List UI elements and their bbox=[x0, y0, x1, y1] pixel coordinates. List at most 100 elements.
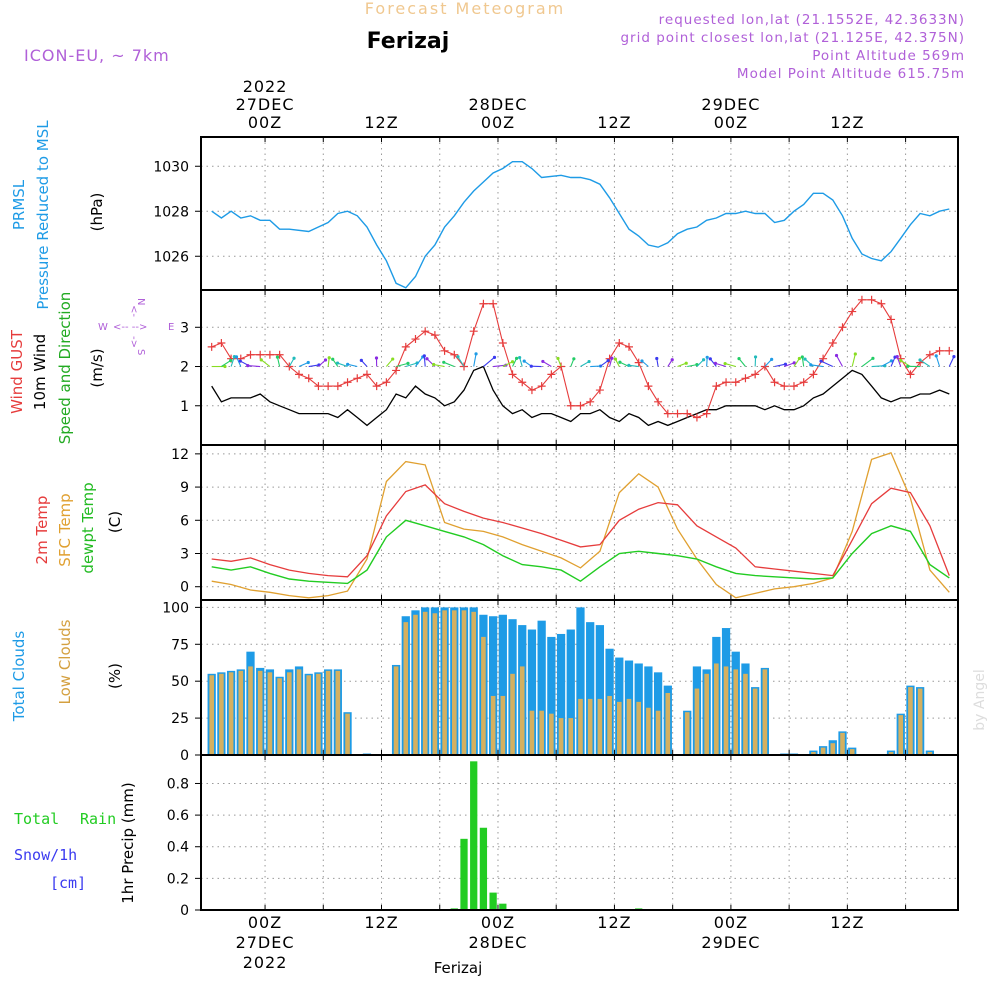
wind-arrow-head bbox=[934, 354, 938, 358]
gust-marker bbox=[207, 342, 216, 351]
gust-marker bbox=[673, 409, 682, 418]
wind-arrow-head bbox=[670, 358, 674, 362]
wind-arrow bbox=[890, 356, 896, 367]
wind-arrow bbox=[235, 356, 242, 367]
wind-arrow-head bbox=[684, 361, 688, 365]
wind-arrow bbox=[405, 362, 418, 368]
wind-arrow bbox=[385, 358, 394, 367]
wind-arrow-head bbox=[800, 355, 804, 359]
gust-marker bbox=[479, 299, 488, 308]
top-day-label: 29DEC bbox=[701, 95, 760, 114]
low-cloud-bar bbox=[316, 673, 321, 755]
top-day-label: 27DEC bbox=[236, 95, 295, 114]
wind-arrow-head bbox=[572, 357, 576, 361]
y-tick-label: 50 bbox=[171, 674, 189, 690]
point-altitude: Point Altitude 569m bbox=[812, 48, 965, 64]
y-tick-label: 3 bbox=[180, 320, 189, 336]
wind-arrow bbox=[793, 358, 800, 367]
wind-arrow-head bbox=[952, 355, 956, 359]
wind-arrow-head bbox=[723, 361, 727, 366]
wind-arrow bbox=[483, 356, 495, 367]
total-clouds-label: Total Clouds bbox=[10, 631, 28, 723]
wind-arrow bbox=[542, 360, 552, 367]
sfc-temp-label: SFC Temp bbox=[56, 493, 74, 566]
wind-arrow-head bbox=[541, 359, 545, 364]
gust-marker bbox=[460, 362, 469, 371]
top-year-label: 2022 bbox=[243, 77, 288, 96]
wind-arrow bbox=[347, 363, 358, 368]
wind-arrow-head bbox=[306, 360, 310, 365]
wind-series bbox=[207, 295, 956, 427]
low-cloud-bar bbox=[888, 752, 894, 755]
low-cloud-bar bbox=[558, 718, 564, 755]
wind-arrow bbox=[687, 364, 698, 368]
compass-w: W bbox=[98, 322, 108, 333]
gust-marker bbox=[498, 338, 507, 347]
wind-arrow-head bbox=[809, 363, 813, 367]
wind-arrow bbox=[260, 359, 271, 367]
y-tick-label: 0.2 bbox=[167, 871, 189, 887]
y-tick-label: 0.6 bbox=[167, 808, 189, 824]
model-label: ICON-EU, ~ 7km bbox=[24, 46, 170, 65]
low-cloud-bar bbox=[519, 666, 525, 755]
gust-label: Wind GUST bbox=[8, 329, 26, 414]
model-altitude: Model Point Altitude 615.75m bbox=[737, 66, 965, 82]
wind-arrow-head bbox=[618, 360, 622, 364]
gust-marker bbox=[945, 346, 954, 355]
wind-arrow-head bbox=[889, 359, 894, 363]
wind-arrow-head bbox=[331, 357, 335, 361]
gust-marker bbox=[615, 338, 624, 347]
wind-arrow bbox=[784, 362, 795, 368]
watermark: by Angel bbox=[972, 669, 988, 730]
low-cloud-bar bbox=[840, 732, 845, 755]
low-cloud-bar bbox=[267, 672, 273, 755]
gust-marker bbox=[906, 370, 915, 379]
bottom-hour-label: 00Z bbox=[248, 913, 282, 932]
rain-bar bbox=[489, 892, 497, 910]
gust-marker bbox=[741, 374, 750, 383]
panel-1: 1026 1028 1030 bbox=[153, 137, 958, 290]
low-cloud-bar bbox=[345, 713, 350, 755]
gust-marker bbox=[576, 401, 585, 410]
chart-title: Forecast Meteogram bbox=[365, 0, 565, 18]
bottom-day-label: 27DEC bbox=[236, 933, 295, 952]
wind-arrow-head bbox=[705, 355, 709, 359]
compass-n: N bbox=[135, 298, 146, 305]
bottom-year-label: 2022 bbox=[243, 953, 288, 972]
top-hour-label: 12Z bbox=[597, 113, 631, 132]
wind-arrow-head bbox=[432, 362, 436, 367]
gust-marker bbox=[819, 354, 828, 363]
wind-arrow-head bbox=[514, 356, 519, 360]
low-cloud-bar bbox=[616, 701, 622, 755]
wind-arrow-head bbox=[359, 358, 363, 362]
gust-marker bbox=[217, 338, 226, 347]
wind-arrow-head bbox=[474, 352, 478, 356]
gust-marker bbox=[789, 382, 798, 391]
requested-coords: requested lon,lat (21.1552E, 42.3633N) bbox=[659, 12, 965, 28]
low-cloud-bar bbox=[306, 675, 312, 755]
wind-arrow-head bbox=[606, 358, 610, 363]
gust-marker bbox=[401, 342, 410, 351]
gust-marker bbox=[295, 370, 304, 379]
low-cloud-bar bbox=[442, 610, 447, 755]
gust-marker bbox=[411, 335, 420, 344]
gust-marker bbox=[712, 382, 721, 391]
wind-arrow-head bbox=[234, 355, 239, 359]
low-cloud-bar bbox=[733, 669, 739, 755]
wind-arrow-head bbox=[238, 359, 242, 363]
wind-arrow-head bbox=[640, 359, 644, 363]
gust-marker bbox=[537, 382, 546, 391]
total-cloud-bar bbox=[595, 625, 605, 755]
gust-marker bbox=[392, 366, 401, 375]
wind-arrow-head bbox=[613, 357, 618, 361]
gust-marker bbox=[421, 327, 430, 336]
precip-unit: 1hr Precip (mm) bbox=[119, 782, 137, 903]
low-cloud-bar bbox=[209, 675, 214, 755]
gust-marker bbox=[702, 409, 711, 418]
low-cloud-bar bbox=[481, 636, 486, 755]
pressure-unit: (hPa) bbox=[88, 193, 106, 232]
clouds-unit: (%) bbox=[106, 663, 124, 689]
